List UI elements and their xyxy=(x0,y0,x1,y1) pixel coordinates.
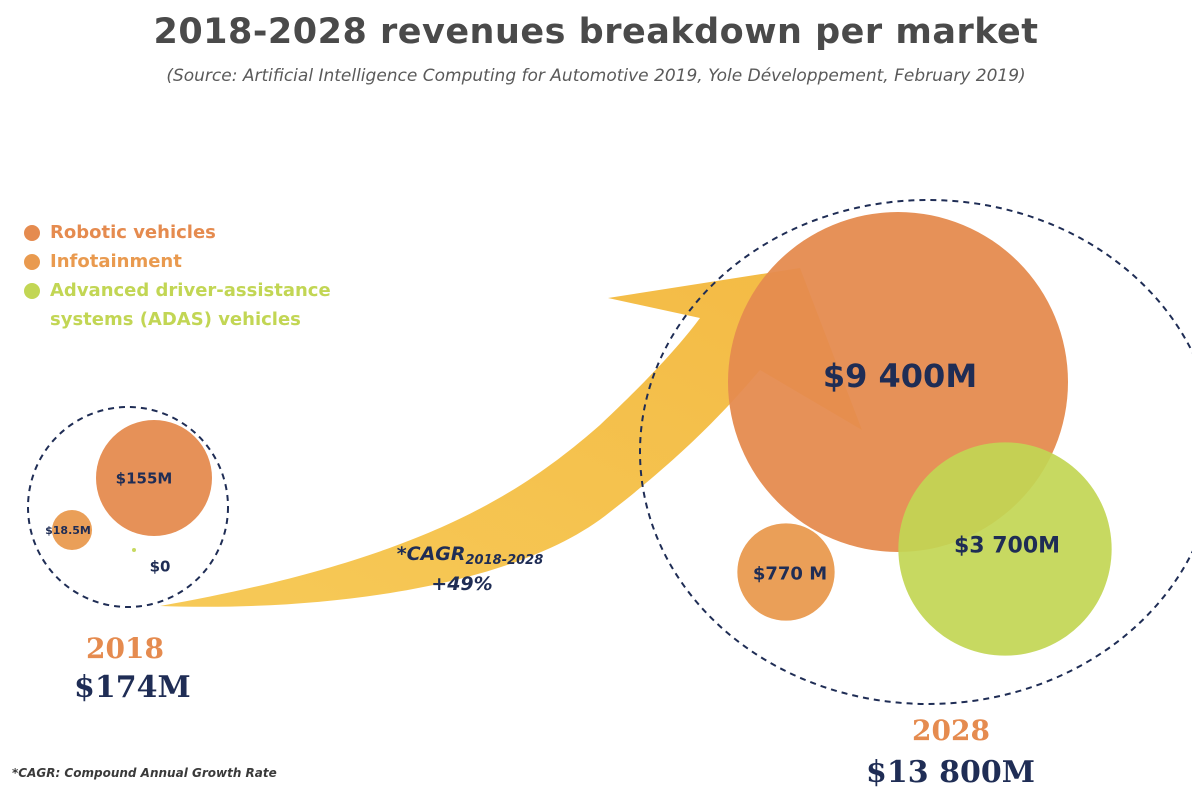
bubble-label-infotainment-2028: $770 M xyxy=(753,563,827,584)
bubble-label-adas-2018: $0 xyxy=(150,557,171,575)
chart-title: 2018-2028 revenues breakdown per market xyxy=(153,12,1039,52)
bubble-adas-2028 xyxy=(898,442,1112,656)
bubble-adas-2018 xyxy=(132,548,136,552)
growth-arrow xyxy=(160,268,862,607)
legend-item-infotainment: Infotainment xyxy=(24,247,380,276)
cagr-value: +49% xyxy=(431,573,492,595)
legend-label: Robotic vehicles xyxy=(50,222,216,243)
bubble-label-infotainment-2018: $18.5M xyxy=(45,524,91,537)
legend-dot-icon xyxy=(24,254,40,270)
bubble-label-robotic-2028: $9 400M xyxy=(823,357,977,395)
total-2028-label: $13 800M xyxy=(866,755,1035,790)
group-circle-2028 xyxy=(639,199,1192,705)
legend-item-robotic: Robotic vehicles xyxy=(24,218,380,247)
year-2028-label: 2028 xyxy=(912,714,990,747)
legend-dot-icon xyxy=(24,283,40,299)
bubble-robotic-2018 xyxy=(96,420,212,536)
group-circle-2018 xyxy=(27,406,229,608)
legend-dot-icon xyxy=(24,225,40,241)
footnote: *CAGR: Compound Annual Growth Rate xyxy=(12,766,277,780)
chart-subtitle: (Source: Artificial Intelligence Computi… xyxy=(166,66,1026,86)
cagr-label: *CAGR2018-2028 xyxy=(397,543,544,568)
legend: Robotic vehicles Infotainment Advanced d… xyxy=(24,218,380,334)
legend-label: Infotainment xyxy=(50,251,182,272)
bubble-label-adas-2028: $3 700M xyxy=(954,534,1060,559)
bubble-label-robotic-2018: $155M xyxy=(116,469,173,487)
bubble-infotainment-2018 xyxy=(51,509,93,551)
year-2018-label: 2018 xyxy=(86,632,164,665)
legend-item-adas: Advanced driver-assistance systems (ADAS… xyxy=(24,276,380,334)
legend-label: Advanced driver-assistance systems (ADAS… xyxy=(50,280,331,330)
bubble-infotainment-2028 xyxy=(737,523,835,621)
cagr-subscript: 2018-2028 xyxy=(466,553,544,568)
total-2018-label: $174M xyxy=(74,670,191,705)
